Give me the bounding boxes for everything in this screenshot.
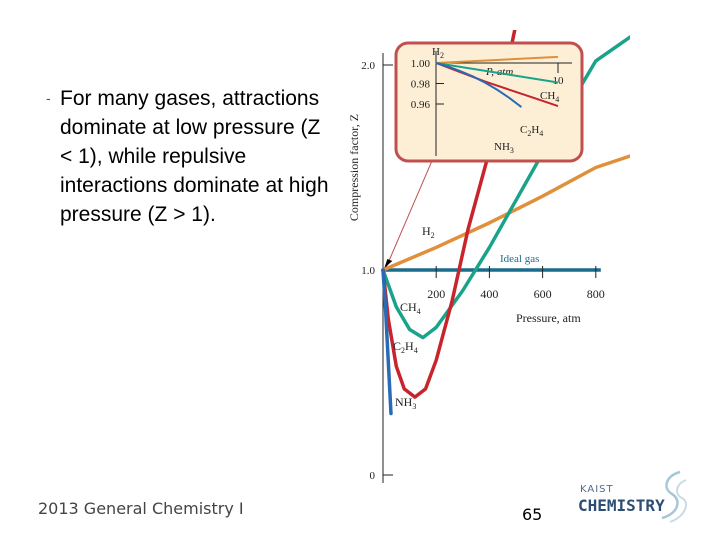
x-tick-label: 400 — [480, 287, 498, 301]
kaist-chemistry-logo: KAIST CHEMISTRY — [574, 466, 700, 526]
series-line-c2h4 — [381, 30, 517, 399]
bullet-marker: - — [46, 90, 51, 106]
y-tick-label: 1.0 — [361, 265, 375, 277]
inset-y-tick-label: 0.98 — [411, 79, 431, 91]
y-tick-label: 0 — [370, 470, 376, 482]
series-label-nh3: NH3 — [395, 395, 416, 411]
series-label-c2h4: C2H4 — [393, 339, 418, 355]
inset-series-line-h2 — [435, 55, 559, 64]
inset-series-label-nh3: NH3 — [494, 141, 514, 155]
inset-x-tick-label: 10 — [553, 75, 565, 87]
y-axis-label: Compression factor, Z — [347, 114, 361, 221]
inset-y-tick-label: 0.96 — [411, 99, 431, 111]
x-axis-label: Pressure, atm — [516, 311, 581, 325]
x-tick-label: 200 — [427, 287, 445, 301]
inset-frame — [394, 41, 584, 163]
arrow-head — [384, 259, 393, 268]
logo-swirl-icon — [661, 470, 687, 523]
series-label-h2: H2 — [422, 224, 435, 240]
page-number: 65 — [522, 505, 543, 524]
x-tick-label: 800 — [587, 287, 605, 301]
slide-body-text: - For many gases, attractions dominate a… — [46, 84, 330, 229]
series-line-h2 — [381, 154, 630, 272]
series-line-nh3 — [381, 268, 393, 416]
logo-small-text: KAIST — [580, 484, 614, 495]
inset-series-label-h2: H2 — [432, 46, 444, 60]
y-tick-label: 2.0 — [361, 60, 375, 72]
series-label-ch4: CH4 — [400, 300, 421, 316]
inset-series-line-nh3 — [435, 62, 523, 108]
compression-factor-chart: 0 1.0 2.0 Compression factor, Z Ideal gas 200… — [347, 30, 630, 483]
ideal-gas-label: Ideal gas — [500, 253, 539, 265]
inset-series-line-ch4 — [435, 62, 559, 84]
inset-series-label-ch4: CH4 — [540, 90, 559, 104]
x-tick-label: 600 — [534, 287, 552, 301]
inset-y-tick-label: 1.00 — [411, 58, 431, 70]
logo-big-text: CHEMISTRY — [578, 496, 665, 515]
footer-course-title: 2013 General Chemistry I — [38, 499, 244, 518]
body-paragraph: For many gases, attractions dominate at … — [60, 87, 329, 226]
inset-series-label-c2h4: C2H4 — [520, 124, 543, 138]
